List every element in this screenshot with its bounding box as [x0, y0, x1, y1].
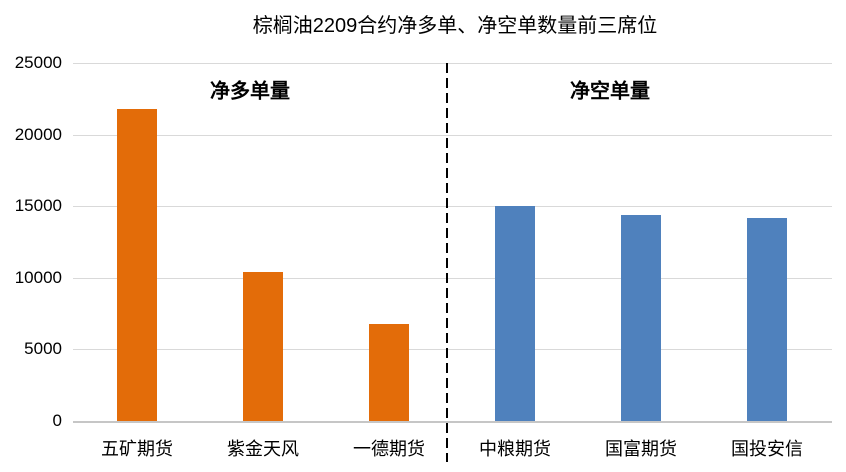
bar	[369, 324, 409, 421]
gridline	[73, 206, 832, 207]
x-axis-line	[73, 421, 832, 423]
gridline	[73, 63, 832, 64]
y-axis-tick-label: 10000	[14, 268, 62, 287]
x-axis-category-label: 国富期货	[605, 439, 677, 459]
x-axis-category-label: 五矿期货	[101, 439, 173, 459]
bar	[747, 218, 787, 421]
y-axis-tick-label: 20000	[14, 125, 62, 144]
y-axis-tick-label: 0	[52, 411, 62, 430]
y-axis-tick-label: 15000	[14, 196, 62, 215]
bar	[243, 272, 283, 421]
bar	[495, 206, 535, 421]
separator-dashed-line	[446, 63, 448, 462]
x-axis-category-label: 紫金天风	[227, 439, 299, 459]
y-axis-tick-label: 25000	[14, 53, 62, 72]
gridline	[73, 278, 832, 279]
section-label-net-short: 净空单量	[570, 80, 650, 103]
chart-title: 棕榈油2209合约净多单、净空单数量前三席位	[252, 15, 658, 37]
x-axis-category-label: 一德期货	[353, 439, 425, 459]
gridline	[73, 349, 832, 350]
y-axis-tick-label: 5000	[24, 339, 62, 358]
gridline	[73, 135, 832, 136]
bar	[621, 215, 661, 421]
section-label-net-long: 净多单量	[210, 80, 290, 103]
x-axis-category-label: 中粮期货	[479, 439, 551, 459]
bar	[117, 109, 157, 421]
x-axis-category-label: 国投安信	[731, 439, 803, 459]
